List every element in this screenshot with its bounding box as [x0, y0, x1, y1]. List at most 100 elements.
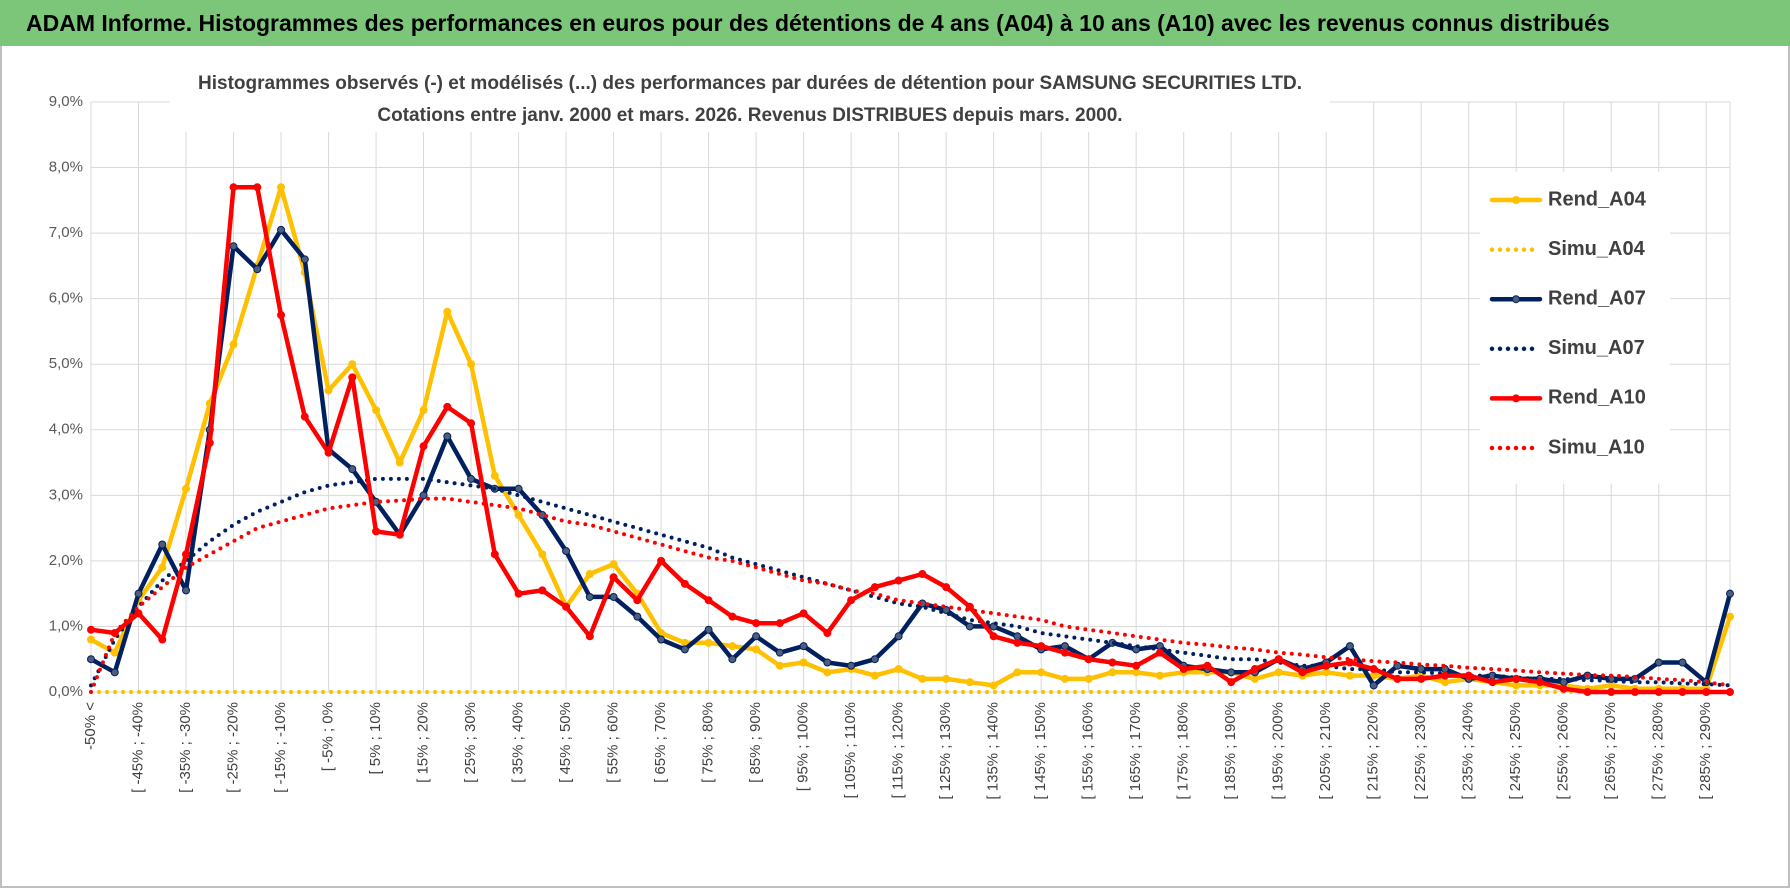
point-marker: [1108, 658, 1117, 667]
point-marker: [158, 563, 167, 572]
point-marker: [324, 448, 333, 457]
point-marker: [372, 406, 381, 415]
point-marker: [562, 547, 571, 556]
point-marker: [823, 668, 832, 677]
point-marker: [1132, 661, 1141, 670]
point-marker: [87, 625, 95, 634]
point-marker: [752, 619, 761, 628]
point-marker: [989, 632, 998, 641]
x-tick-label: [ 245% ; 250%: [1507, 702, 1524, 800]
point-marker: [1108, 668, 1117, 677]
point-marker: [1084, 655, 1093, 664]
point-marker: [918, 674, 927, 683]
point-marker: [134, 609, 143, 618]
point-marker: [657, 556, 666, 565]
point-marker: [1726, 589, 1734, 598]
point-marker: [1440, 671, 1449, 680]
title-box: [170, 68, 1330, 132]
point-marker: [1369, 665, 1378, 674]
point-marker: [1013, 668, 1022, 677]
point-marker: [728, 642, 737, 651]
x-tick-label: [ 85% ; 90%: [747, 702, 764, 783]
x-tick-label: [ 45% ; 50%: [557, 702, 574, 783]
point-marker: [1250, 674, 1259, 683]
point-marker: [419, 491, 428, 500]
point-marker: [633, 612, 642, 621]
point-marker: [942, 674, 951, 683]
y-tick-label: 5,0%: [49, 355, 83, 372]
point-marker: [324, 386, 333, 395]
point-marker: [1013, 638, 1022, 647]
point-marker: [989, 681, 998, 690]
legend-label: Simu_A10: [1548, 436, 1645, 458]
x-tick-label: [ 265% ; 270%: [1602, 702, 1619, 800]
point-marker: [443, 402, 452, 411]
y-tick-label: 4,0%: [49, 421, 83, 438]
x-tick-label: [ 255% ; 260%: [1555, 702, 1572, 800]
point-marker: [1393, 674, 1402, 683]
y-tick-label: 0,0%: [49, 683, 83, 700]
point-marker: [728, 655, 737, 664]
y-tick-label: 8,0%: [49, 159, 83, 176]
point-marker: [823, 629, 832, 637]
point-marker: [728, 612, 737, 621]
x-tick-label: [ 195% ; 200%: [1270, 702, 1287, 800]
chart-subtitle: Cotations entre janv. 2000 et mars. 2026…: [377, 105, 1122, 126]
point-marker: [538, 586, 547, 595]
point-marker: [562, 602, 571, 611]
point-marker: [443, 307, 452, 316]
point-marker: [609, 560, 618, 569]
point-marker: [1512, 681, 1521, 690]
point-marker: [134, 589, 143, 598]
point-marker: [1060, 642, 1069, 651]
point-marker: [110, 648, 119, 657]
point-marker: [277, 311, 286, 320]
header-band: [0, 0, 1790, 46]
x-tick-label: [ 115% ; 120%: [890, 702, 907, 798]
point-marker: [894, 576, 903, 585]
point-marker: [514, 511, 523, 519]
point-marker: [680, 645, 689, 654]
x-tick-label: [ 125% ; 130%: [937, 702, 954, 800]
point-marker: [395, 458, 404, 467]
point-marker: [775, 661, 784, 670]
point-marker: [1274, 668, 1283, 677]
series-line: [89, 496, 1732, 694]
point-marker: [704, 596, 713, 605]
series-line: [88, 184, 1733, 695]
point-marker: [1155, 671, 1164, 680]
point-marker: [229, 183, 238, 192]
point-marker: [918, 570, 927, 578]
point-marker: [1583, 688, 1592, 696]
point-marker: [182, 484, 191, 493]
point-marker: [609, 573, 618, 582]
point-marker: [1345, 642, 1354, 651]
point-marker: [799, 658, 808, 667]
point-marker: [1155, 648, 1164, 657]
point-marker: [467, 419, 476, 428]
point-marker: [419, 442, 428, 451]
point-marker: [1322, 661, 1331, 670]
x-tick-label: [ 225% ; 230%: [1412, 702, 1429, 800]
y-tick-label: 9,0%: [49, 93, 83, 110]
point-marker: [775, 648, 784, 657]
point-marker: [847, 661, 856, 670]
legend-box: [1480, 172, 1670, 484]
x-tick-label: [ 55% ; 60%: [605, 702, 622, 783]
point-marker: [1037, 642, 1046, 651]
point-marker: [775, 619, 784, 628]
point-marker: [585, 632, 594, 641]
x-tick-label: [ 5% ; 10%: [367, 702, 384, 775]
point-marker: [1322, 668, 1331, 677]
point-marker: [1702, 688, 1711, 696]
y-tick-label: 6,0%: [49, 290, 83, 307]
point-marker: [680, 579, 689, 588]
point-marker: [1630, 688, 1639, 696]
header-title: ADAM Informe. Histogrammes des performan…: [26, 10, 1610, 36]
point-marker: [823, 658, 832, 667]
point-marker: [1726, 688, 1734, 696]
y-tick-label: 7,0%: [49, 224, 83, 241]
point-marker: [1298, 668, 1307, 677]
point-marker: [799, 642, 808, 651]
x-tick-label: [ 105% ; 110%: [842, 702, 859, 798]
